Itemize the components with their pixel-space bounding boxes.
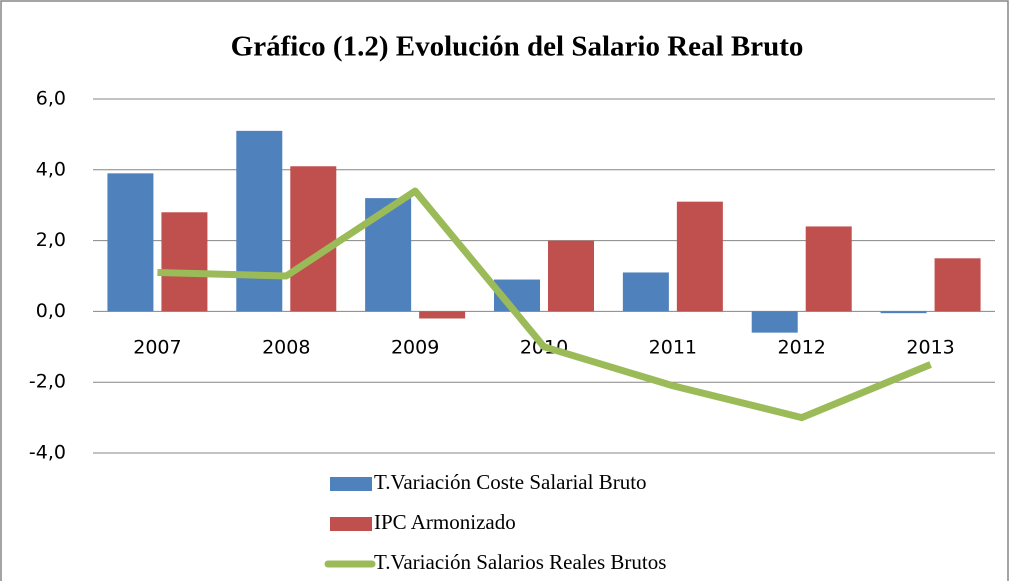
bar: [365, 198, 412, 312]
legend-label: IPC Armonizado: [374, 510, 516, 534]
line: [157, 187, 932, 422]
legend-swatch: [330, 477, 372, 491]
x-tick-label: 2009: [391, 337, 439, 359]
x-tick-label: 2008: [262, 337, 310, 359]
bar: [676, 201, 723, 312]
y-tick-label: 4,0: [36, 158, 66, 180]
bar: [107, 173, 154, 312]
legend-label: T.Variación Coste Salarial Bruto: [374, 470, 647, 494]
x-tick-label: 2007: [133, 337, 181, 359]
bar: [880, 311, 927, 314]
y-tick-label: 2,0: [36, 229, 66, 251]
bar: [934, 258, 981, 312]
bar: [236, 130, 283, 312]
bar: [161, 212, 208, 312]
bar: [805, 226, 852, 312]
y-tick-label: -2,0: [29, 371, 66, 393]
bar: [751, 311, 798, 333]
x-tick-label: 2011: [649, 337, 697, 359]
x-tick-label: 2013: [906, 337, 954, 359]
y-tick-label: 6,0: [36, 88, 66, 110]
bar: [290, 166, 337, 312]
legend-label: T.Variación Salarios Reales Brutos: [374, 550, 666, 574]
bar: [548, 240, 594, 312]
chart-title: Gráfico (1.2) Evolución del Salario Real…: [231, 31, 804, 63]
bar: [419, 311, 466, 319]
y-tick-label: 0,0: [36, 300, 66, 322]
y-tick-label: -4,0: [29, 442, 66, 464]
legend-swatch: [330, 517, 372, 531]
bar: [622, 272, 669, 312]
x-tick-label: 2012: [778, 337, 826, 359]
